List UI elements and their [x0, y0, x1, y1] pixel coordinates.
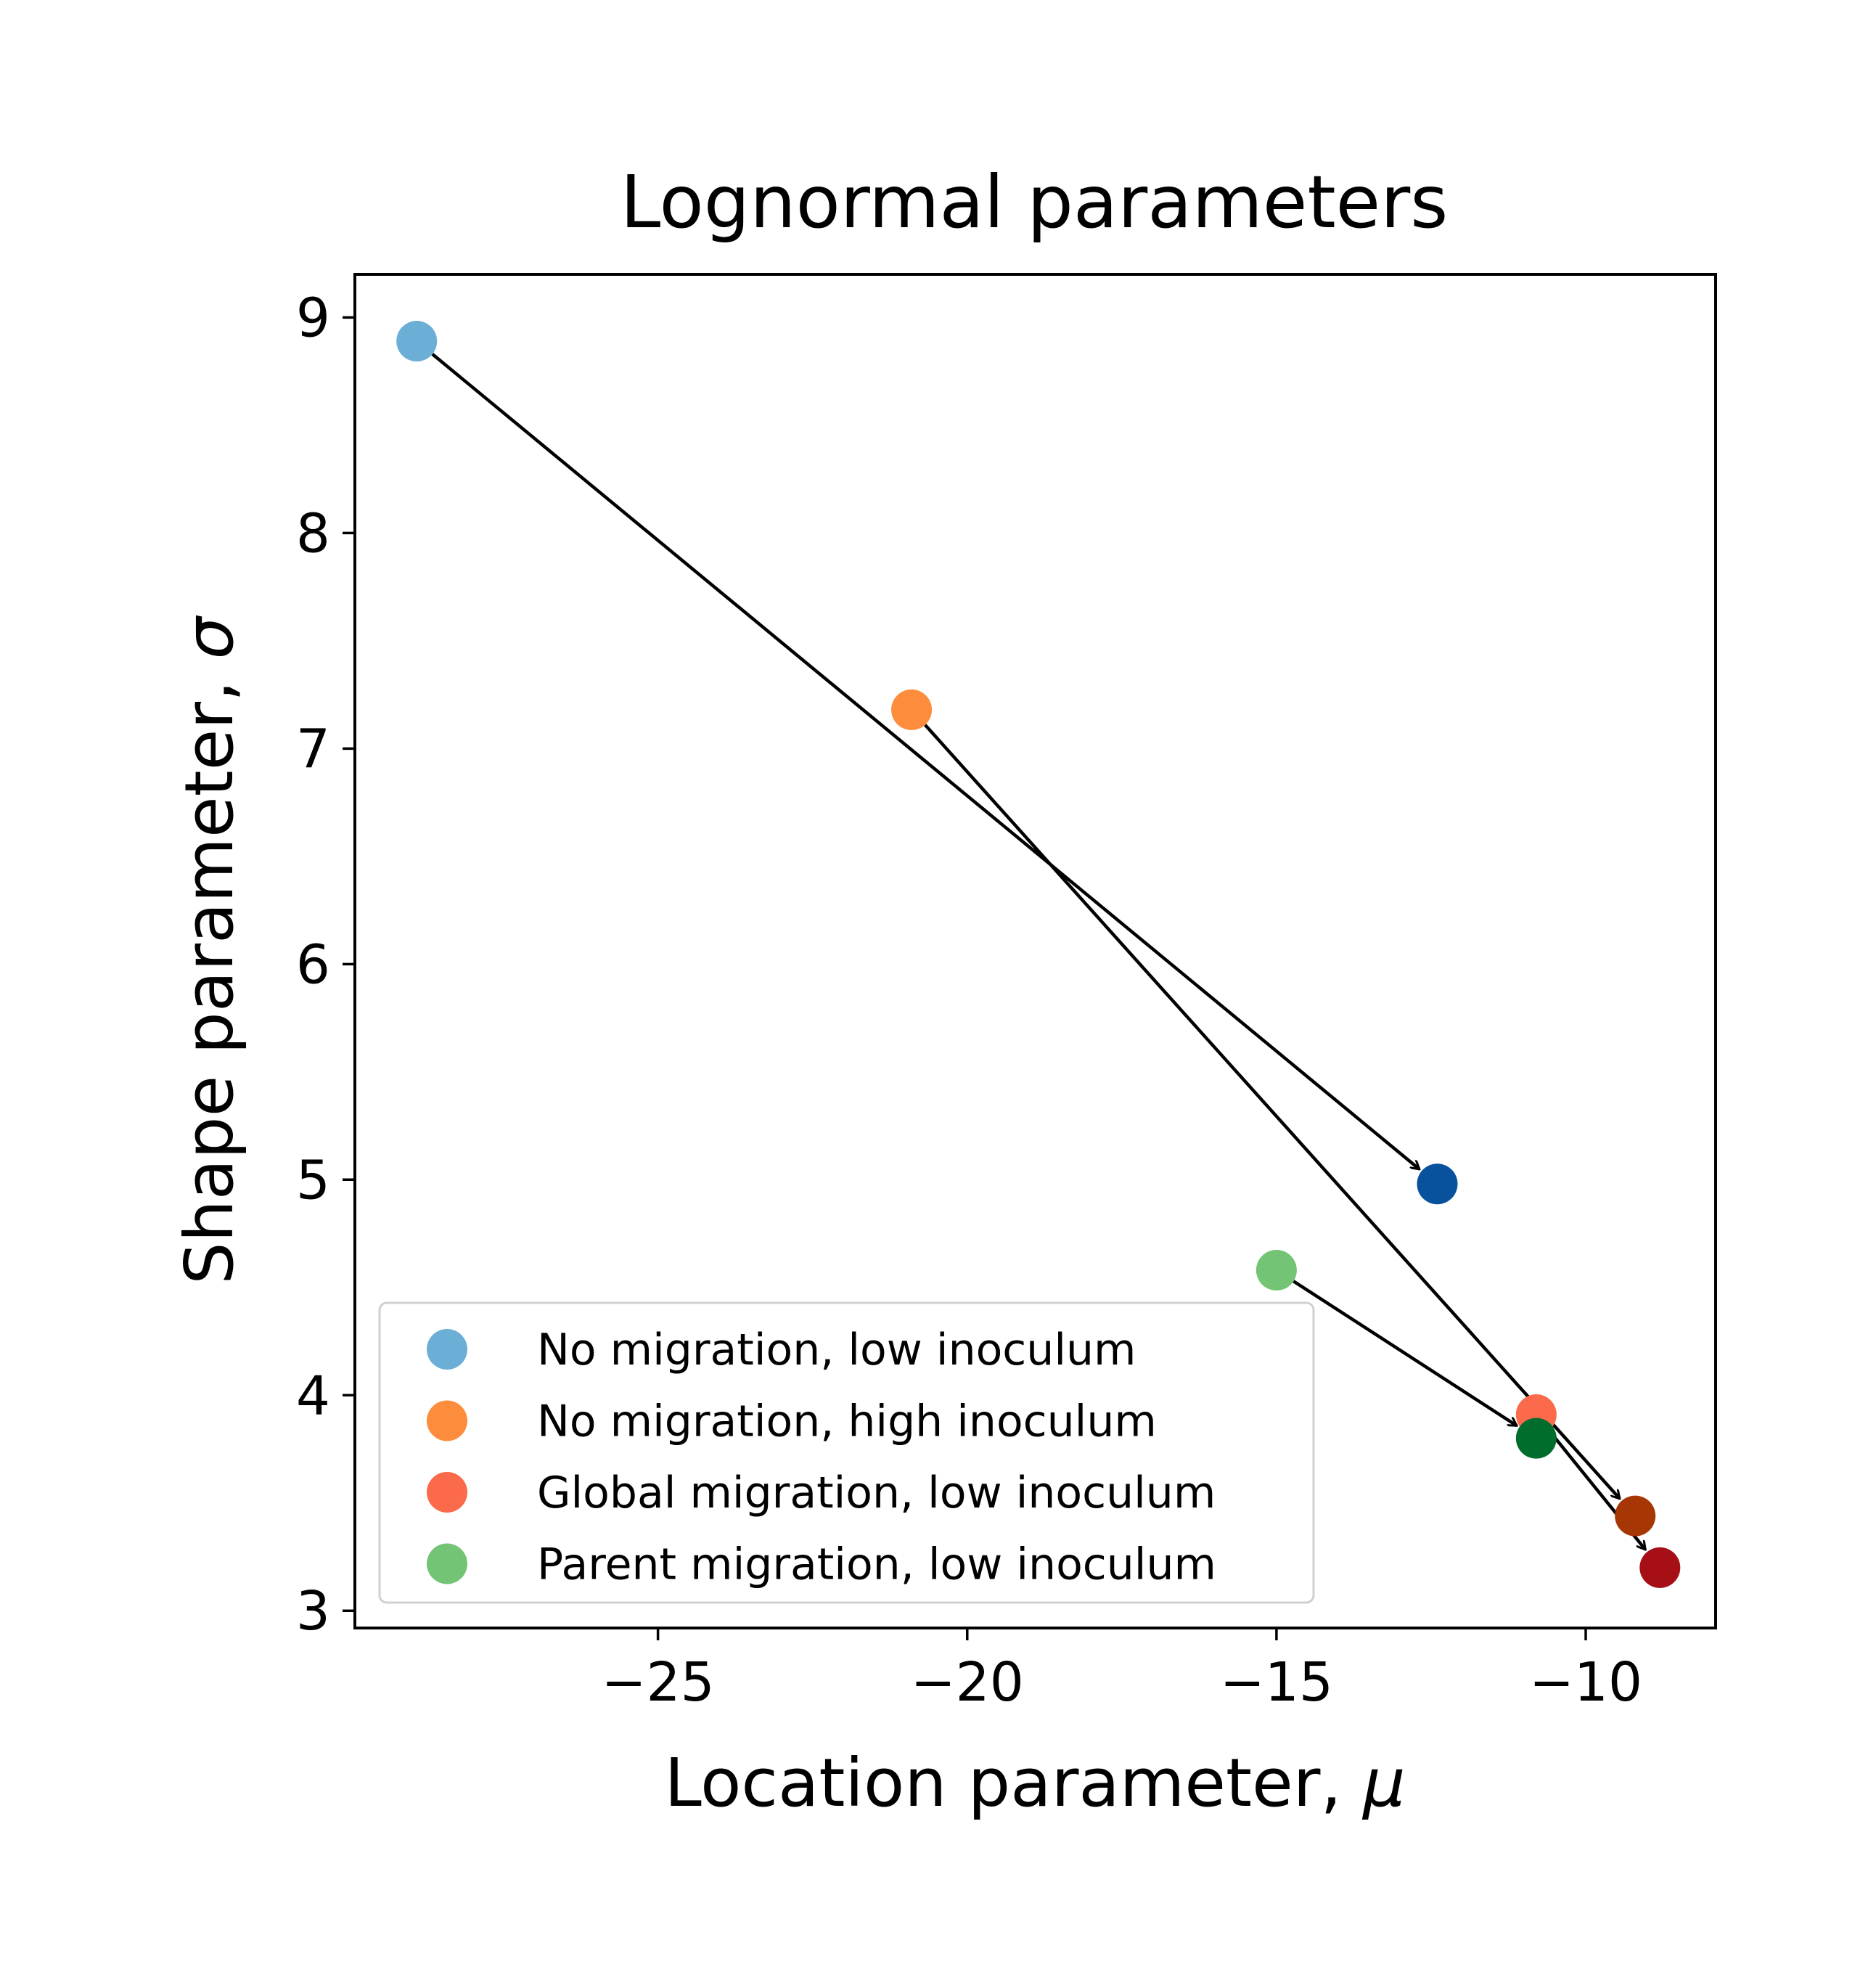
y-tick-label: 8: [296, 502, 330, 565]
x-tick-label: −10: [1529, 1651, 1642, 1714]
start-point: [396, 321, 438, 362]
start-point: [891, 689, 933, 730]
legend-label: Global migration, low inoculum: [537, 1468, 1216, 1518]
points: [396, 321, 1681, 1588]
arrow: [1293, 1280, 1517, 1428]
y-tick-label: 4: [296, 1365, 330, 1427]
chart-title: Lognormal parameters: [620, 160, 1449, 245]
start-point: [1256, 1250, 1297, 1291]
legend-marker: [427, 1400, 467, 1441]
y-tick-label: 9: [296, 287, 330, 349]
y-tick-label: 5: [296, 1149, 330, 1211]
legend-box: [378, 1301, 1315, 1604]
plot-frame: [353, 273, 1717, 1629]
end-point: [1615, 1495, 1656, 1537]
arrow: [924, 724, 1620, 1499]
y-tick-label: 7: [296, 718, 330, 780]
x-tick-label: −15: [1220, 1651, 1333, 1714]
y-tick-label: 6: [296, 933, 330, 996]
legend-marker: [427, 1472, 467, 1513]
legend-label: No migration, high inoculum: [537, 1396, 1157, 1447]
end-point: [1639, 1547, 1681, 1588]
legend-marker: [427, 1329, 467, 1370]
x-axis-label: Location parameter, μ: [664, 1744, 1405, 1822]
x-tick-label: −20: [911, 1651, 1024, 1714]
y-axis-ticks: 3 4 5 6 7 8 9: [296, 287, 355, 1643]
legend-marker: [427, 1543, 467, 1584]
x-tick-label: −25: [602, 1651, 715, 1714]
end-point: [1417, 1163, 1458, 1205]
legend-label: Parent migration, low inoculum: [537, 1539, 1216, 1590]
y-axis-label: Shape parameter, σ: [171, 615, 248, 1285]
end-point: [1515, 1418, 1557, 1459]
x-axis-ticks: −25 −20 −15 −10: [602, 1628, 1642, 1714]
arrow: [431, 353, 1420, 1169]
legend-label: No migration, low inoculum: [537, 1325, 1136, 1375]
arrows: [431, 353, 1645, 1550]
legend: No migration, low inoculum No migration, …: [378, 1301, 1315, 1604]
y-tick-label: 3: [296, 1580, 330, 1643]
